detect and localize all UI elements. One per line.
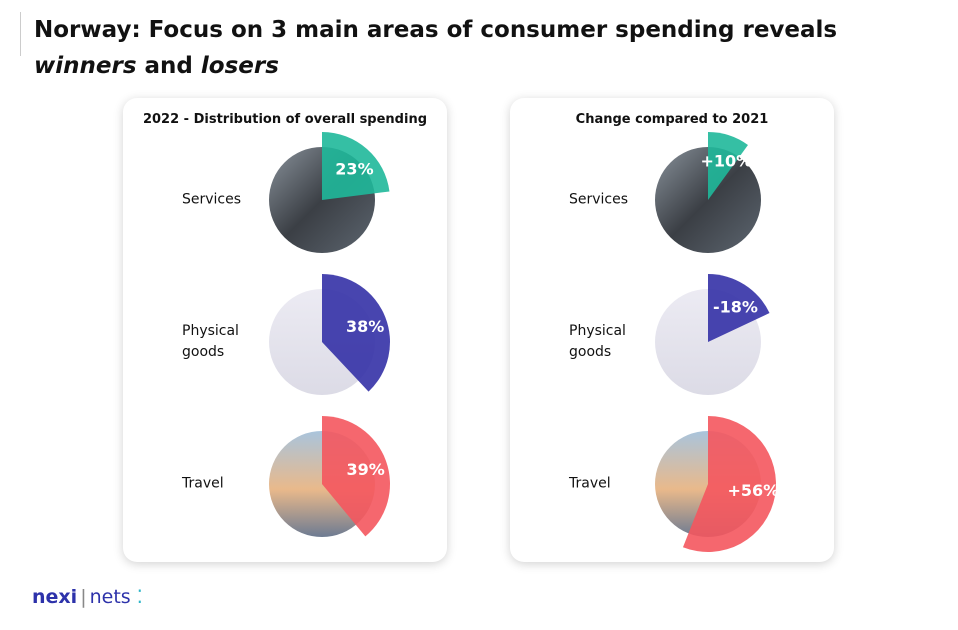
wedge	[682, 416, 777, 552]
wedge	[322, 416, 390, 537]
category-label: Services	[569, 191, 629, 208]
title-text: Norway: Focus on 3 main areas of consume…	[34, 17, 838, 43]
category-label: Physical goods	[569, 323, 626, 360]
title: Norway: Focus on 3 main areas of consume…	[34, 12, 914, 84]
value-label: 23%	[335, 159, 373, 178]
category-label: Physical goods	[182, 323, 239, 360]
wedge	[322, 132, 390, 200]
value-label: 38%	[346, 317, 384, 336]
wedge	[708, 274, 770, 342]
logo: nexi | nets ⁚	[32, 586, 143, 608]
title-emphasis: losers	[200, 53, 279, 79]
wedge	[708, 132, 748, 200]
value-label: +56%	[727, 481, 779, 500]
wedge	[322, 274, 390, 392]
title-emphasis: winners	[34, 53, 137, 79]
panel-title: 2022 - Distribution of overall spending	[142, 112, 428, 127]
category-label: Travel	[182, 475, 224, 492]
panel-title: Change compared to 2021	[575, 112, 769, 127]
category-label: Services	[182, 191, 242, 208]
category-label: Travel	[569, 475, 611, 492]
title-text: and	[144, 53, 193, 79]
accent-bar	[20, 12, 21, 56]
value-label: +10%	[701, 151, 753, 170]
logo-text: nets	[89, 586, 131, 608]
value-label: -18%	[713, 298, 758, 317]
value-label: 39%	[346, 460, 384, 479]
logo-text: nexi	[32, 586, 78, 608]
